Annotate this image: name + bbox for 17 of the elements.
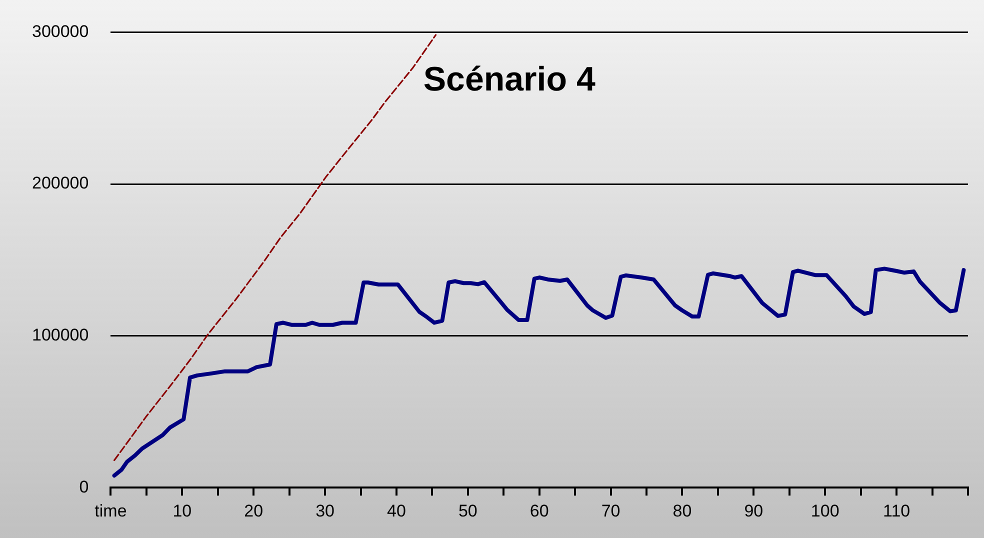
x-tick-label: 50 (458, 501, 478, 520)
y-tick-label: 300000 (32, 22, 89, 41)
y-tick-label: 200000 (32, 174, 89, 193)
x-tick-label: 20 (244, 501, 264, 520)
y-tick-label: 100000 (32, 325, 89, 344)
x-tick-label: time (94, 501, 127, 520)
x-tick-label: 80 (672, 501, 692, 520)
y-tick-label: 0 (79, 477, 89, 496)
x-tick-label: 100 (810, 501, 840, 520)
x-tick-label: 10 (172, 501, 192, 520)
x-tick-label: 70 (601, 501, 620, 520)
x-tick-label: 60 (530, 501, 549, 520)
x-tick-label: 90 (744, 501, 764, 520)
x-tick-label: 40 (387, 501, 406, 520)
x-tick-label: 30 (316, 501, 335, 520)
x-tick-label: 110 (883, 501, 910, 520)
text: Scénario 4 (423, 60, 596, 99)
